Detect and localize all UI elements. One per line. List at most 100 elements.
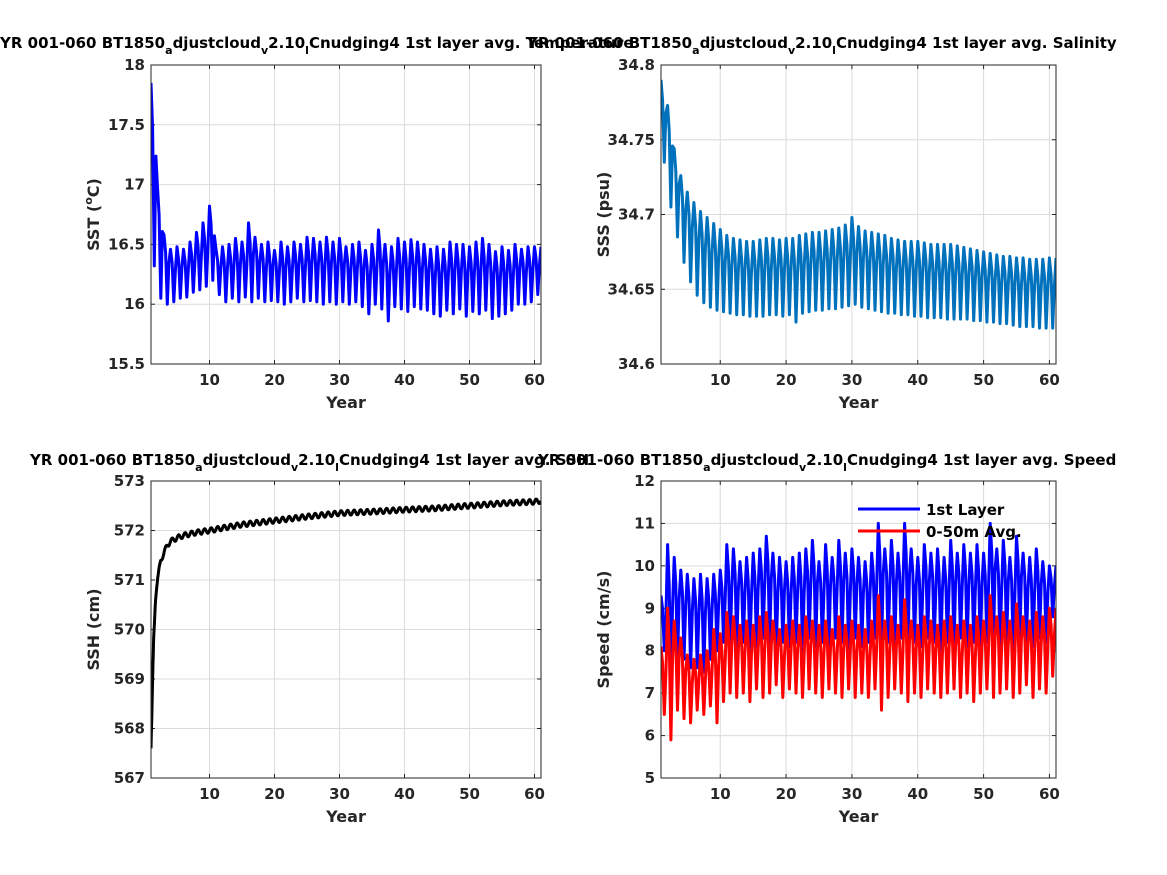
y-tick-label: 34.65 xyxy=(608,280,655,298)
x-axis-label: Year xyxy=(325,807,366,826)
series-line-1 xyxy=(661,521,1056,704)
title-subscript: l xyxy=(832,44,836,57)
title-part: Cnudging4 1st layer avg. Temperature xyxy=(309,34,634,52)
legend-label: 1st Layer xyxy=(926,501,1005,519)
chart-panel-3: 10 20 30 40 50 60 567 568 569 570 571 572 573 Year SSH… xyxy=(29,451,589,826)
title-subscript: l xyxy=(305,44,309,57)
x-tick-label: 30 xyxy=(329,785,350,803)
title-part: 2.10 xyxy=(298,451,335,469)
x-tick-label: 20 xyxy=(776,785,797,803)
title-subscript: a xyxy=(165,44,172,57)
y-axis-label: SSH (cm) xyxy=(84,588,103,670)
title-subscript: a xyxy=(703,461,710,474)
title-part: YR 001-060 BT1850 xyxy=(526,34,692,52)
legend-label: 0-50m Avg. xyxy=(926,523,1022,541)
y-tick-label: 571 xyxy=(114,571,145,589)
y-axis-label: Speed (cm/s) xyxy=(594,571,613,689)
y-axis-label: SST (oC) xyxy=(82,178,103,251)
y-tick-label: 10 xyxy=(634,557,655,575)
title-subscript: v xyxy=(788,44,796,57)
x-tick-label: 30 xyxy=(329,371,350,389)
x-axis-label: Year xyxy=(838,393,879,412)
axes-box xyxy=(660,64,1057,365)
title-subscript: a xyxy=(195,461,202,474)
y-tick-label: 34.75 xyxy=(608,131,655,149)
series-line-1 xyxy=(151,82,541,323)
title-part: Cnudging4 1st layer avg. Salinity xyxy=(836,34,1117,52)
y-tick-label: 18 xyxy=(124,56,145,74)
y-tick-label: 15.5 xyxy=(108,355,145,373)
title-part: Cnudging4 1st layer avg. Speed xyxy=(847,451,1116,469)
y-tick-label: 11 xyxy=(634,514,655,532)
x-tick-label: 60 xyxy=(524,785,545,803)
title-part: djustcloud xyxy=(711,451,799,469)
x-tick-label: 10 xyxy=(199,785,220,803)
y-tick-label: 12 xyxy=(634,472,655,490)
chart-title: YR 001-060 BT1850adjustcloudv2.10lCnudgi… xyxy=(526,34,1117,57)
title-subscript: v xyxy=(261,44,269,57)
x-tick-label: 40 xyxy=(394,371,415,389)
title-subscript: l xyxy=(335,461,339,474)
title-subscript: v xyxy=(799,461,807,474)
x-tick-label: 60 xyxy=(1039,371,1060,389)
x-tick-label: 50 xyxy=(973,785,994,803)
y-tick-label: 34.7 xyxy=(618,206,655,224)
x-tick-label: 60 xyxy=(524,371,545,389)
chart-panel-2: 10 20 30 40 50 60 34.6 34.65 34.7 34.75 34.8 Year SS… xyxy=(526,34,1117,412)
y-tick-label: 567 xyxy=(114,769,145,787)
series-line-1 xyxy=(151,497,541,749)
y-tick-label: 34.6 xyxy=(618,355,655,373)
x-tick-label: 10 xyxy=(199,371,220,389)
chart-panel-4: 10 20 30 40 50 60 5 6 7 8 9 10 11 12 Year Speed (cm/s) Y… xyxy=(537,451,1116,826)
y-tick-label: 16.5 xyxy=(108,235,145,253)
title-subscript: l xyxy=(843,461,847,474)
y-tick-label: 9 xyxy=(645,599,655,617)
y-tick-label: 17 xyxy=(124,176,145,194)
chart-title: YR 001-060 BT1850adjustcloudv2.10lCnudgi… xyxy=(537,451,1116,474)
y-tick-label: 5 xyxy=(645,769,655,787)
x-tick-label: 10 xyxy=(710,785,731,803)
y-label-part: C) xyxy=(84,178,103,197)
series-line-1 xyxy=(661,79,1056,330)
y-axis-label: SSS (psu) xyxy=(594,172,613,258)
chart-panel-1: 10 20 30 40 50 60 15.5 16 16.5 17 17.5 18 Year SST (o… xyxy=(0,34,634,412)
y-tick-label: 17.5 xyxy=(108,116,145,134)
x-tick-label: 60 xyxy=(1039,785,1060,803)
y-label-part: SST ( xyxy=(84,205,103,251)
x-tick-label: 10 xyxy=(710,371,731,389)
title-part: 2.10 xyxy=(268,34,305,52)
y-tick-label: 569 xyxy=(114,670,145,688)
y-tick-label: 8 xyxy=(645,642,655,660)
x-tick-label: 40 xyxy=(907,371,928,389)
title-subscript: v xyxy=(291,461,299,474)
y-label-superscript: o xyxy=(82,197,95,205)
title-part: 2.10 xyxy=(795,34,832,52)
title-part: Cnudging4 1st layer avg. SSH xyxy=(339,451,589,469)
axes-box xyxy=(660,480,1057,779)
chart-title: YR 001-060 BT1850adjustcloudv2.10lCnudgi… xyxy=(0,34,634,57)
title-subscript: a xyxy=(692,44,699,57)
axes-box xyxy=(150,480,542,779)
y-tick-label: 6 xyxy=(645,727,655,745)
x-tick-label: 30 xyxy=(841,785,862,803)
x-axis-label: Year xyxy=(325,393,366,412)
series-line-2 xyxy=(661,594,1056,742)
title-part: 2.10 xyxy=(806,451,843,469)
title-part: YR 001-060 BT1850 xyxy=(537,451,703,469)
x-tick-label: 20 xyxy=(264,371,285,389)
x-tick-label: 50 xyxy=(459,371,480,389)
chart-title: YR 001-060 BT1850adjustcloudv2.10lCnudgi… xyxy=(29,451,589,474)
axes-box xyxy=(150,64,542,365)
x-tick-label: 30 xyxy=(841,371,862,389)
title-part: djustcloud xyxy=(203,451,291,469)
plot-area xyxy=(151,65,541,364)
title-part: YR 001-060 BT1850 xyxy=(29,451,195,469)
y-tick-label: 7 xyxy=(645,684,655,702)
y-tick-label: 16 xyxy=(124,295,145,313)
title-part: djustcloud xyxy=(173,34,261,52)
y-tick-label: 570 xyxy=(114,621,145,639)
title-part: djustcloud xyxy=(700,34,788,52)
x-axis-label: Year xyxy=(838,807,879,826)
x-tick-label: 50 xyxy=(973,371,994,389)
